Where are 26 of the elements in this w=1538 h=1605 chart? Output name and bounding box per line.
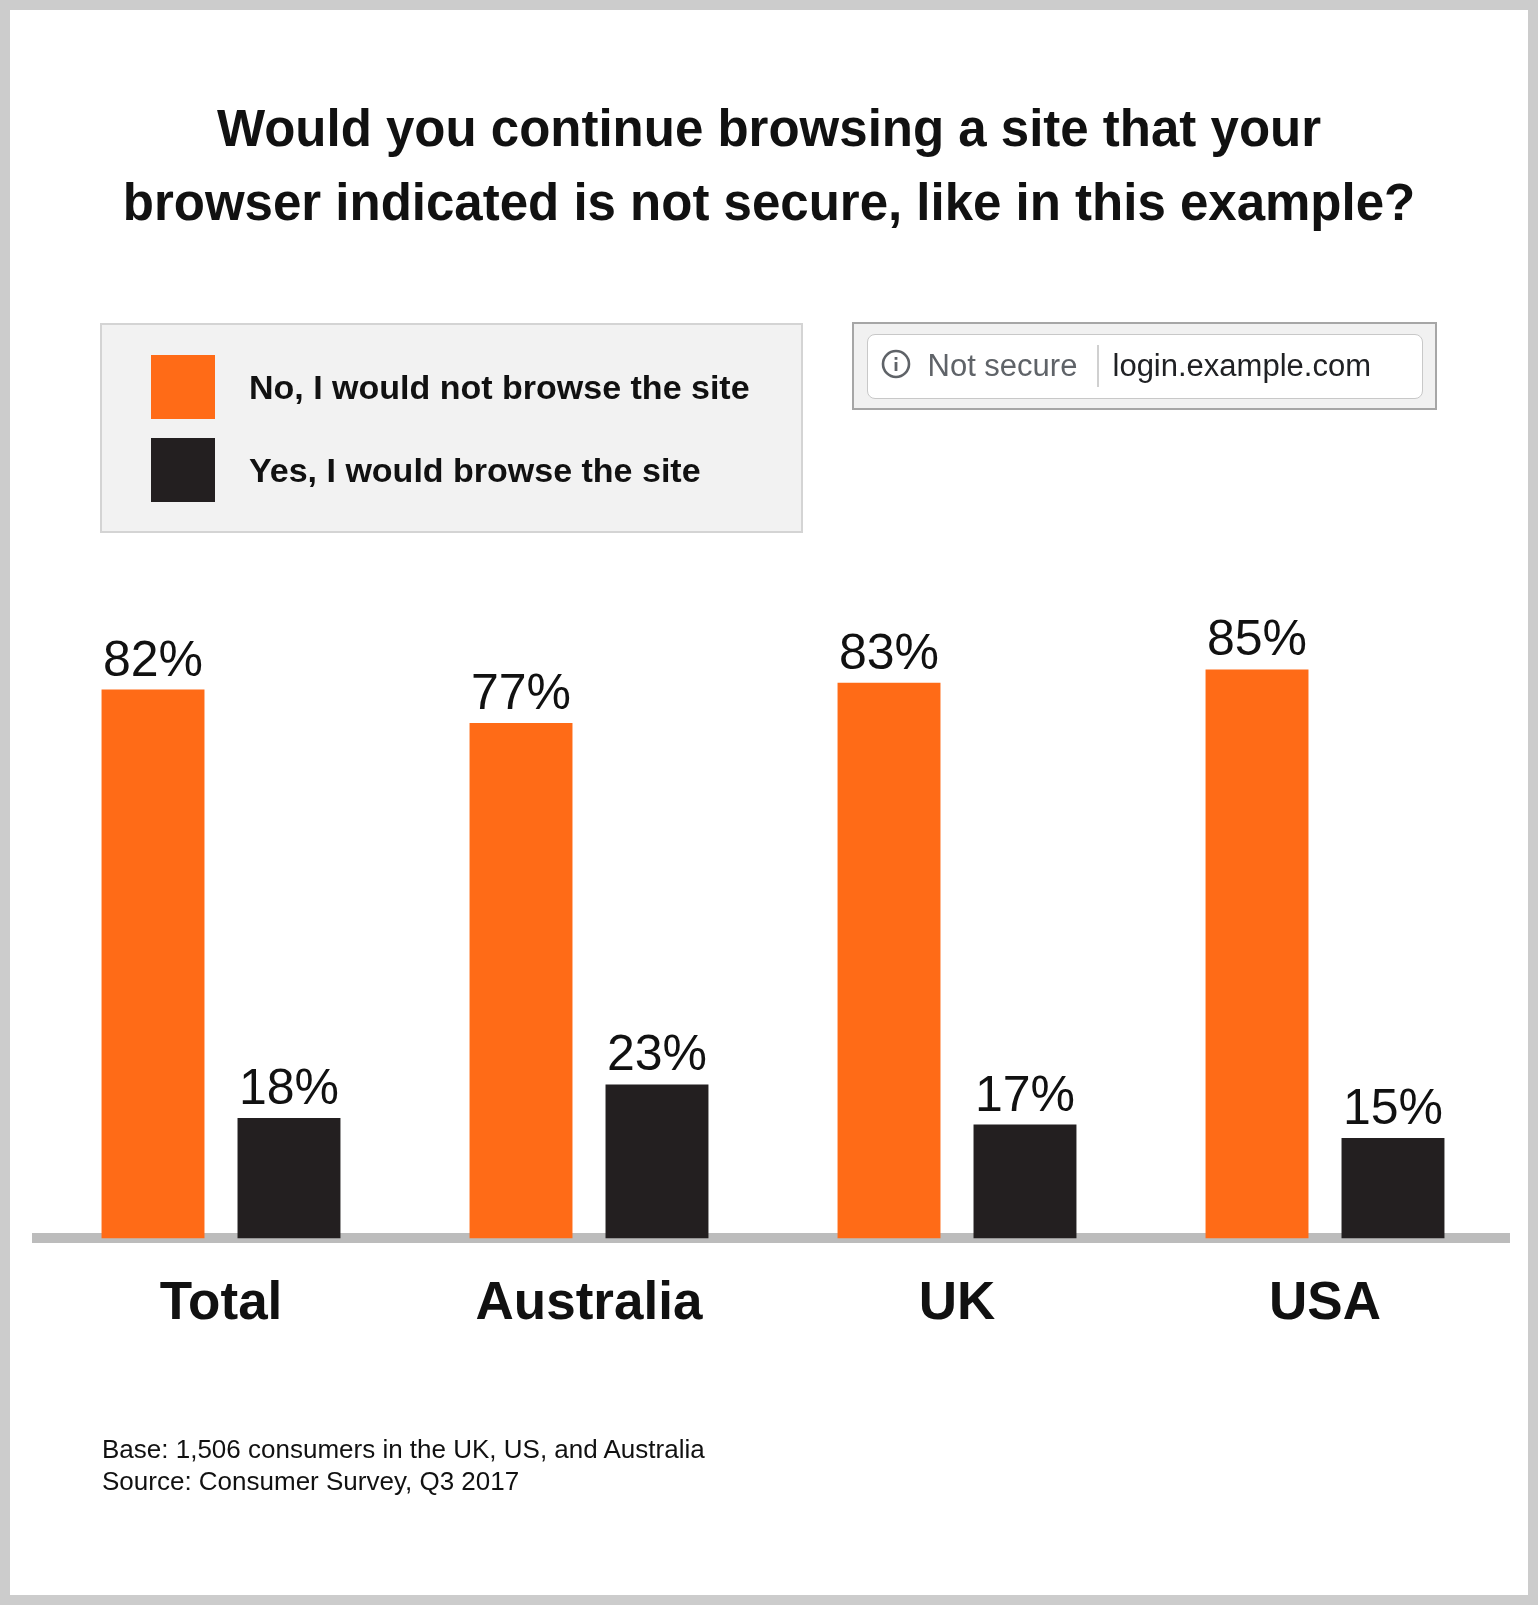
- data-label: 17%: [974, 1065, 1076, 1122]
- chart-title: Would you continue browsing a site that your browser indicated is not secure, like in this example?: [121, 99, 1417, 233]
- data-label: 83%: [838, 623, 940, 680]
- bar: [973, 1124, 1077, 1239]
- bar: [605, 1084, 709, 1239]
- data-label: 18%: [238, 1058, 340, 1115]
- x-tick-label: Total: [159, 1270, 283, 1330]
- x-tick-label: USA: [1269, 1270, 1381, 1330]
- legend-label: Yes, I would browse the site: [249, 450, 701, 490]
- data-label: 82%: [102, 630, 204, 687]
- x-tick-label: Australia: [475, 1270, 703, 1330]
- data-label: 77%: [470, 664, 572, 721]
- data-label: 85%: [1206, 610, 1308, 667]
- source-note: Source: Consumer Survey, Q3 2017: [102, 1465, 521, 1497]
- data-label: 15%: [1342, 1079, 1444, 1135]
- address-field: Not secure login.example.com: [867, 334, 1423, 399]
- bar: [237, 1117, 341, 1239]
- x-tick-label: UK: [918, 1270, 996, 1330]
- data-label: 23%: [606, 1025, 708, 1082]
- bar: [1205, 669, 1309, 1239]
- text: Base: 1,506 consumers in the UK, US, and Australia: [102, 1433, 705, 1465]
- legend-label: No, I would not browse the site: [249, 367, 750, 407]
- bar: [837, 682, 941, 1239]
- bar: [101, 689, 205, 1239]
- bar: [469, 723, 573, 1239]
- bar: [1341, 1138, 1445, 1239]
